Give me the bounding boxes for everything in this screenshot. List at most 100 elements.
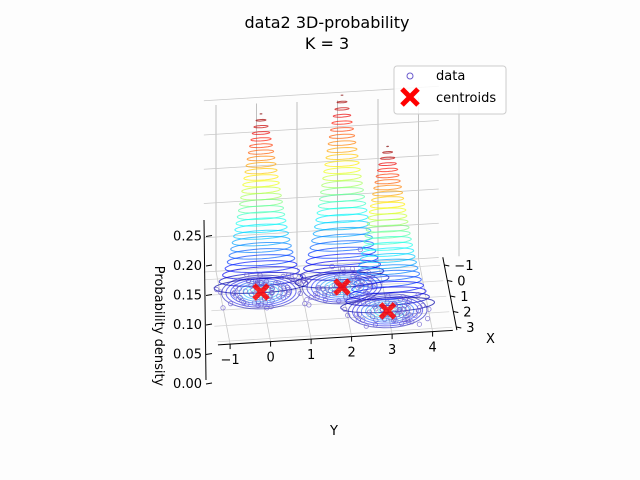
data-point bbox=[405, 305, 411, 311]
surface-level bbox=[245, 161, 277, 168]
data-point bbox=[327, 287, 333, 294]
surface-level bbox=[345, 291, 430, 307]
data-point bbox=[214, 286, 220, 293]
data-point bbox=[248, 282, 254, 289]
surface-level bbox=[250, 137, 272, 142]
data-point bbox=[290, 278, 296, 284]
data-point bbox=[366, 270, 372, 276]
surface-level bbox=[309, 240, 375, 252]
data-point bbox=[406, 319, 412, 325]
grid-line-z bbox=[203, 120, 439, 136]
x-axis-label: X bbox=[486, 332, 495, 347]
data-point bbox=[415, 307, 421, 314]
data-point bbox=[405, 311, 411, 317]
data-point bbox=[273, 280, 279, 286]
data-point bbox=[280, 295, 287, 301]
density-surfaces bbox=[213, 94, 436, 314]
surface-level bbox=[234, 223, 288, 234]
contour-line bbox=[365, 300, 410, 321]
data-point bbox=[329, 263, 335, 270]
x-tick-label: 2 bbox=[463, 306, 471, 321]
data-point bbox=[372, 322, 378, 328]
surface-level bbox=[324, 160, 360, 167]
contour-line bbox=[328, 280, 356, 294]
surface-level bbox=[369, 201, 406, 209]
x-tick bbox=[447, 280, 453, 282]
surface-level bbox=[321, 180, 363, 189]
data-point bbox=[371, 295, 377, 302]
data-point bbox=[336, 298, 342, 304]
data-point bbox=[355, 317, 361, 323]
z-tick-label: 0.15 bbox=[173, 289, 202, 304]
chart-title-line1: data2 3D-probability bbox=[245, 13, 410, 32]
surface-level bbox=[315, 213, 369, 224]
data-point bbox=[396, 307, 403, 313]
legend-data-marker bbox=[406, 72, 414, 80]
z-tick bbox=[205, 353, 213, 355]
z-tick bbox=[205, 323, 213, 326]
surface-level bbox=[246, 155, 276, 162]
surface-level bbox=[243, 174, 279, 181]
centroid-marker bbox=[378, 302, 397, 320]
contour-line bbox=[369, 302, 406, 319]
data-point bbox=[285, 272, 292, 278]
z-tick bbox=[205, 294, 213, 296]
data-point bbox=[275, 280, 281, 286]
data-point bbox=[412, 312, 418, 318]
surface-level bbox=[237, 205, 285, 214]
data-point bbox=[258, 302, 264, 308]
surface-level bbox=[312, 226, 372, 238]
grid-line-z bbox=[203, 154, 439, 170]
data-point bbox=[366, 309, 373, 315]
data-point bbox=[264, 305, 270, 311]
data-point bbox=[403, 316, 409, 322]
data-point bbox=[250, 287, 256, 293]
surface-level bbox=[371, 196, 405, 203]
data-point bbox=[356, 311, 362, 317]
surface-level bbox=[332, 113, 352, 118]
surface-level bbox=[360, 247, 415, 257]
x-tick-label: −1 bbox=[454, 259, 473, 274]
y-tick-label: −1 bbox=[221, 353, 240, 368]
data-point bbox=[397, 297, 403, 303]
surface-level bbox=[374, 179, 401, 185]
centroid-marker bbox=[333, 278, 351, 296]
y-axis-line bbox=[217, 329, 453, 346]
surface-level bbox=[358, 258, 417, 270]
data-point bbox=[365, 295, 371, 301]
centroid-marker bbox=[252, 283, 270, 301]
z-tick-label: 0.10 bbox=[173, 318, 202, 333]
data-point bbox=[369, 314, 376, 320]
data-point bbox=[322, 292, 328, 298]
grid-line-floor bbox=[296, 266, 312, 340]
data-point bbox=[368, 276, 374, 283]
x-tick bbox=[450, 295, 456, 298]
data-point bbox=[331, 282, 337, 288]
data-point bbox=[370, 284, 376, 290]
surface-level bbox=[241, 186, 281, 194]
data-point bbox=[397, 306, 403, 312]
data-point bbox=[302, 300, 308, 307]
surface-level bbox=[327, 140, 357, 146]
data-point bbox=[305, 277, 311, 284]
x-tick-label: 3 bbox=[466, 321, 474, 336]
data-point bbox=[353, 300, 359, 306]
surface-level bbox=[251, 131, 271, 135]
surface-level bbox=[318, 193, 366, 203]
surface-level bbox=[362, 241, 414, 251]
grid-line-z bbox=[203, 257, 439, 273]
x-tick-label: 0 bbox=[457, 275, 465, 290]
data-point bbox=[342, 306, 348, 312]
y-tick-label: 4 bbox=[428, 341, 436, 356]
surface-level bbox=[311, 233, 373, 245]
contour-line bbox=[225, 276, 297, 308]
data-point bbox=[373, 306, 379, 312]
data-point bbox=[245, 278, 251, 284]
surface-level bbox=[359, 253, 416, 263]
surface-level bbox=[240, 192, 282, 201]
data-point bbox=[409, 319, 415, 325]
surface-level bbox=[323, 166, 361, 175]
surface-level bbox=[253, 125, 269, 129]
data-point bbox=[285, 291, 291, 297]
data-point bbox=[297, 290, 303, 296]
